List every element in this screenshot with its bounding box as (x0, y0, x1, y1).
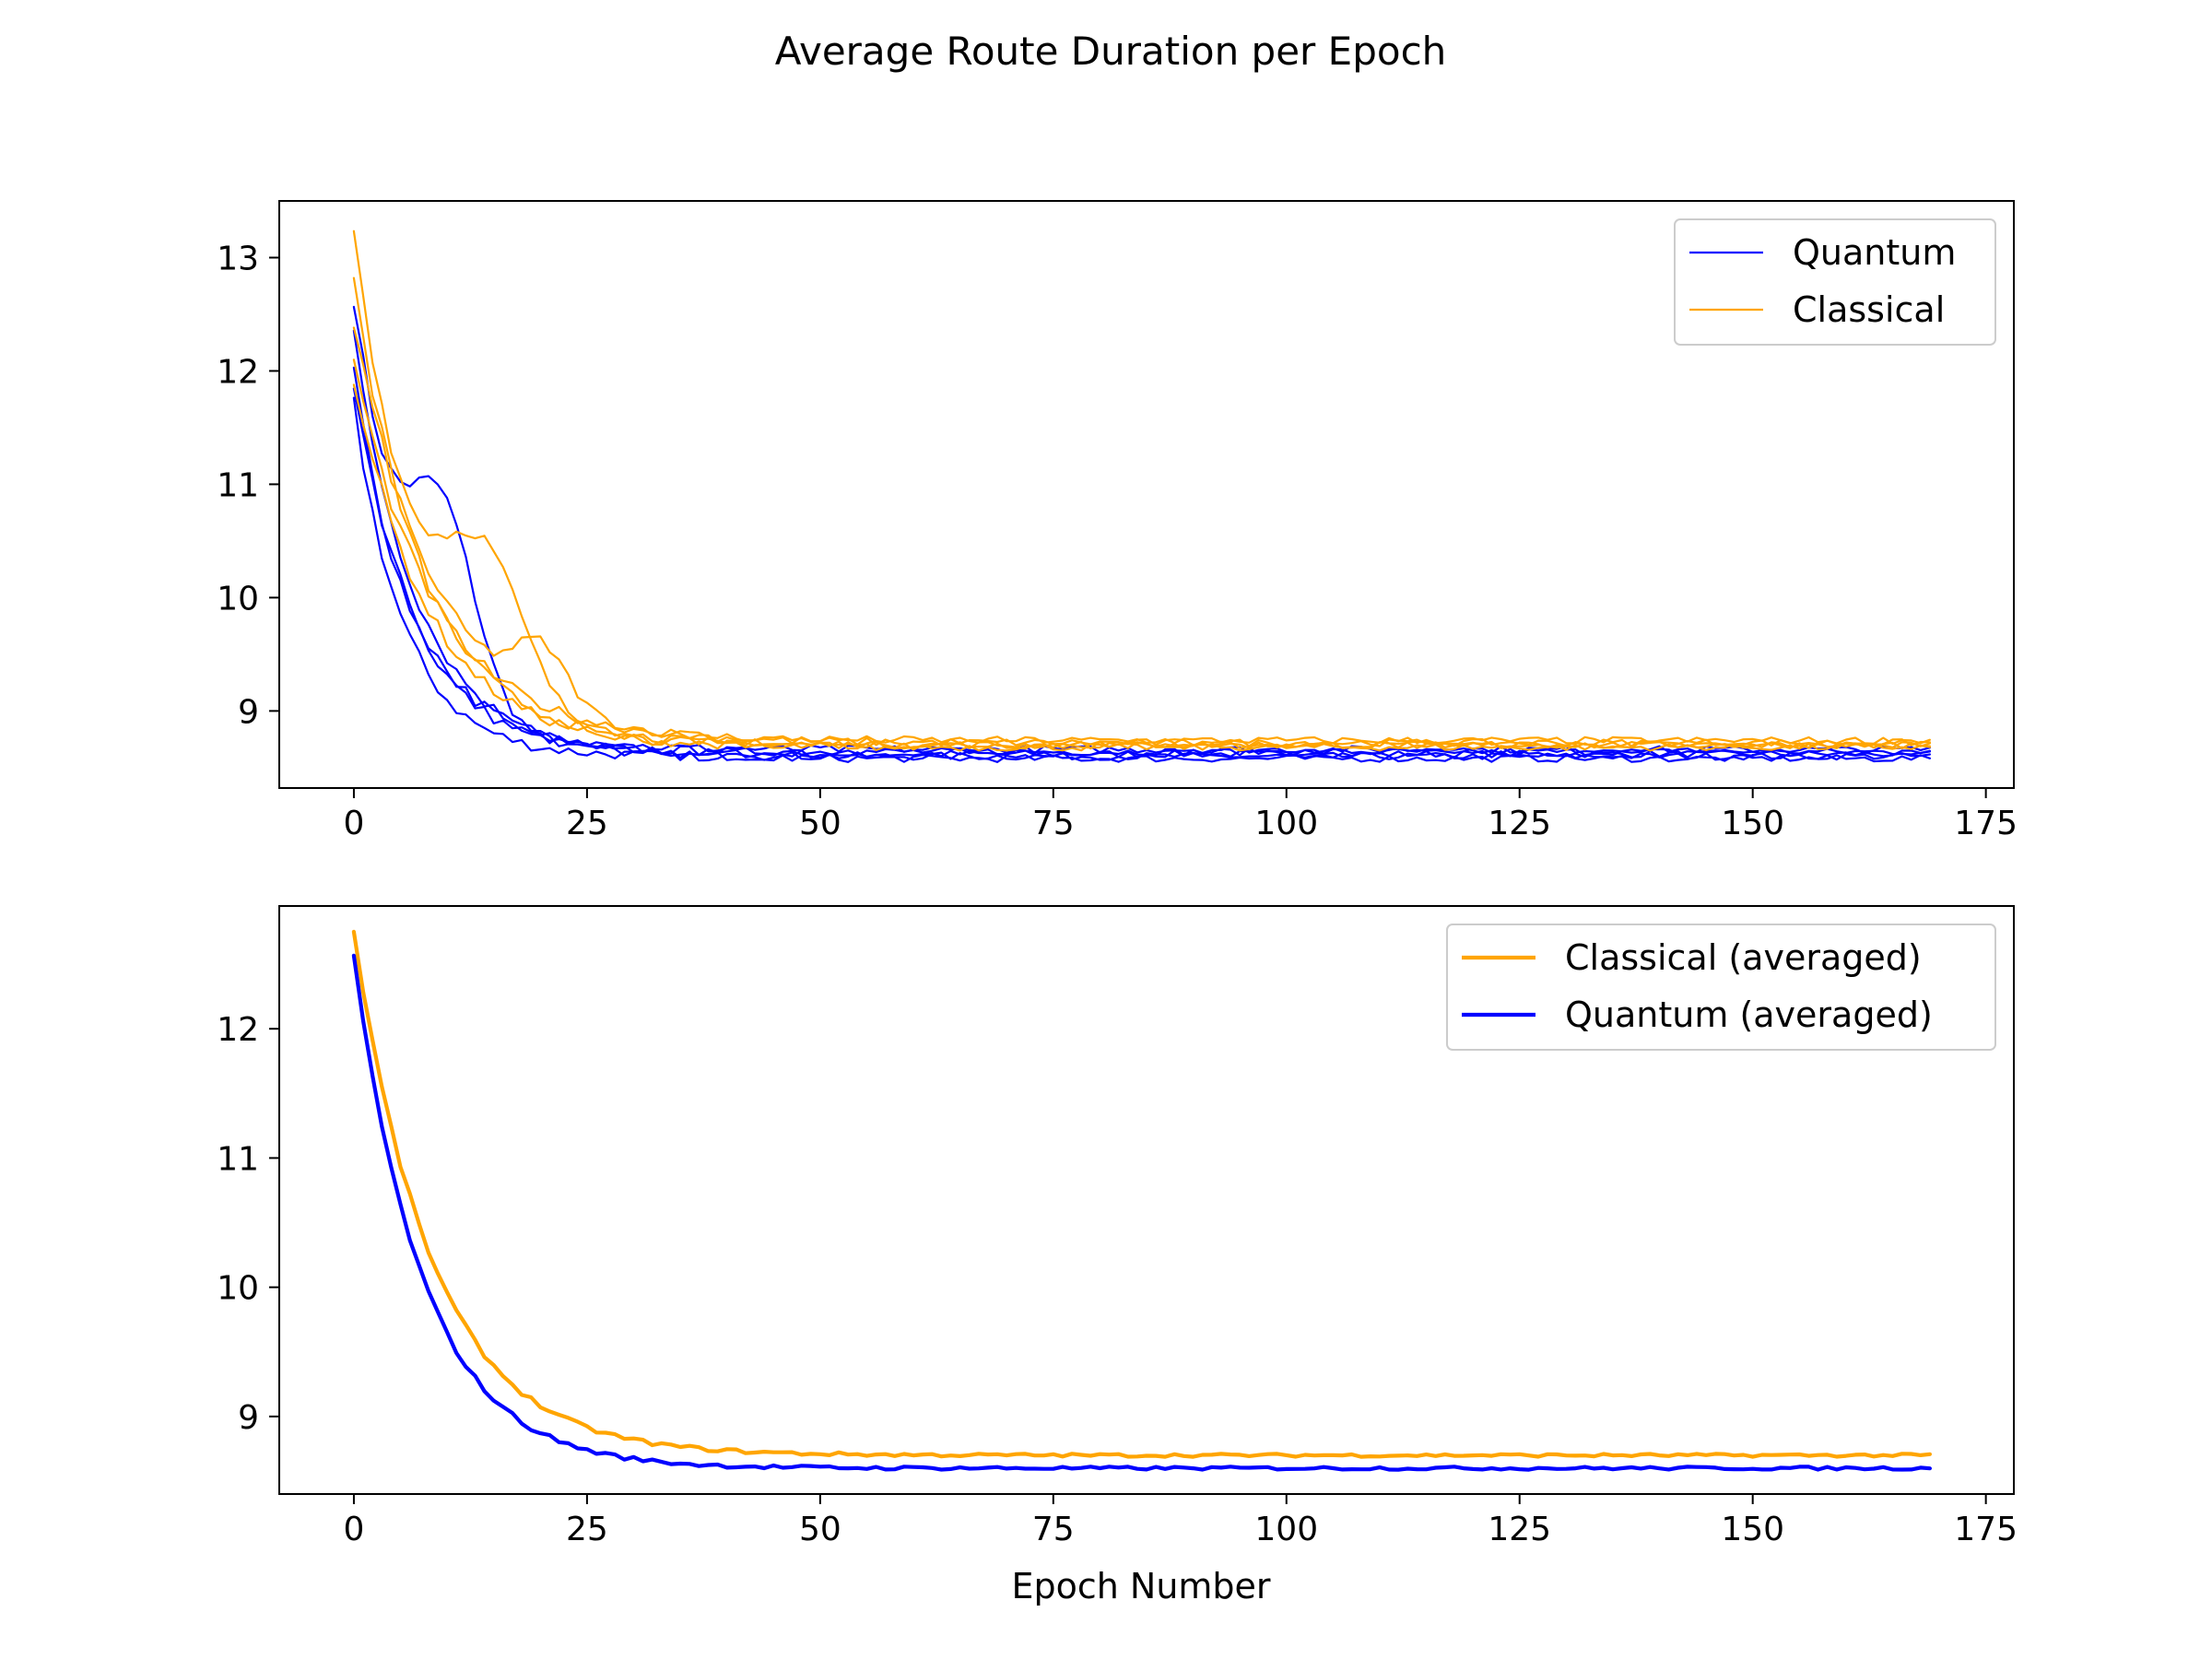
y-tick-label: 12 (217, 353, 259, 391)
y-tick-label: 10 (217, 1270, 259, 1308)
axes-frame (278, 200, 2015, 789)
x-tick-label: 175 (1954, 805, 2018, 842)
series-line-quantum-5 (352, 387, 1931, 755)
y-tick-label: 11 (217, 1140, 259, 1178)
plot-area (352, 229, 1931, 763)
legend-label: Quantum (averaged) (1565, 994, 1933, 1035)
y-tick-label: 11 (217, 466, 259, 504)
x-tick-label: 50 (799, 1511, 841, 1548)
x-tick-label: 0 (343, 1511, 364, 1548)
legend-box (1674, 218, 1996, 346)
x-tick-label: 25 (566, 1511, 608, 1548)
series-line-classical-1 (351, 929, 1932, 1459)
y-tick-label: 9 (238, 693, 259, 731)
legend-label: Classical (1793, 289, 1945, 330)
legend-box (1446, 924, 1996, 1051)
x-tick-label: 0 (343, 805, 364, 842)
x-tick-label: 175 (1954, 1511, 2018, 1548)
x-tick-label: 75 (1032, 1511, 1075, 1548)
x-tick-label: 100 (1254, 1511, 1318, 1548)
chart-title: Average Route Duration per Epoch (775, 29, 1447, 74)
y-tick-label: 12 (217, 1011, 259, 1049)
series-line-quantum-4 (352, 329, 1931, 763)
y-tick-label: 9 (238, 1399, 259, 1437)
y-tick-label: 13 (217, 240, 259, 277)
plot-area (351, 929, 1932, 1472)
bottom-panel: 0 25 50 75 100 125 150 175 9 10 11 12 Classical (ave… (217, 905, 2018, 1548)
top-panel: 0 25 50 75 100 125 150 175 9 10 11 12 13 Quantum Class… (217, 200, 2018, 842)
x-tick-label: 125 (1488, 805, 1551, 842)
legend: Classical (averaged) Quantum (averaged) (1446, 924, 1996, 1051)
x-tick-label: 50 (799, 805, 841, 842)
legend: Quantum Classical (1674, 218, 1996, 346)
y-tick-label: 10 (217, 580, 259, 618)
x-tick-label: 150 (1721, 1511, 1784, 1548)
series-line-quantum-2 (351, 953, 1932, 1472)
x-tick-label: 150 (1721, 805, 1784, 842)
series-line-classical-9 (352, 276, 1931, 750)
legend-label: Quantum (1793, 232, 1956, 273)
series-line-classical-10 (352, 359, 1931, 746)
x-tick-label: 100 (1254, 805, 1318, 842)
x-tick-label: 25 (566, 805, 608, 842)
legend-label: Classical (averaged) (1565, 937, 1922, 978)
axes-frame (278, 905, 2015, 1495)
x-axis-label: Epoch Number (1011, 1566, 1270, 1606)
x-tick-label: 75 (1032, 805, 1075, 842)
series-line-quantum-3 (352, 366, 1931, 757)
x-tick-label: 125 (1488, 1511, 1551, 1548)
